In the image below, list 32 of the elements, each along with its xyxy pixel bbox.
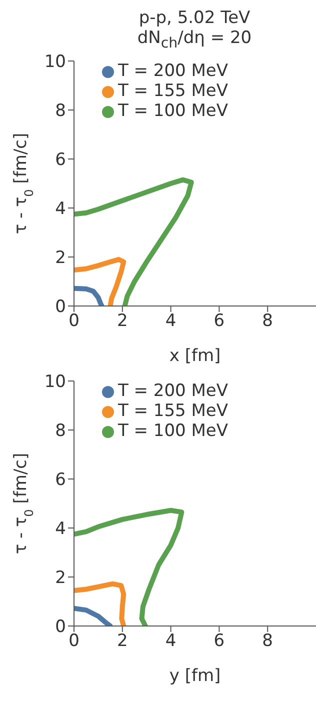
- x-tick-label: 6: [214, 311, 225, 332]
- y-tick-label: 4: [55, 519, 66, 540]
- y-tick-label: 10: [44, 372, 66, 392]
- legend-label: T = 155 MeV: [118, 81, 228, 102]
- legend-label: T = 155 MeV: [118, 401, 228, 422]
- legend-label: T = 100 MeV: [118, 421, 228, 442]
- y-tick-label: 8: [55, 101, 66, 122]
- x-tick-label: 4: [165, 311, 176, 332]
- chart-subtitle: dN$_{ch}$/dη = 20: [136, 28, 253, 52]
- y-tick-label: 2: [55, 568, 66, 588]
- x-tick-label: 2: [116, 631, 128, 652]
- y-tick-label: 4: [55, 199, 66, 220]
- x-axis-title: y [fm]: [169, 666, 221, 686]
- y-tick-label: 0: [55, 297, 66, 318]
- x-tick-label: 0: [68, 311, 80, 332]
- x-tick-label: 2: [116, 311, 128, 332]
- legend-label: T = 200 MeV: [118, 381, 228, 402]
- x-tick-label: 6: [214, 631, 225, 652]
- x-axis-title: x [fm]: [169, 346, 221, 366]
- y-tick-label: 10: [44, 52, 66, 72]
- y-tick-label: 6: [55, 150, 66, 170]
- y-tick-label: 6: [55, 470, 66, 490]
- y-tick-label: 2: [55, 248, 66, 268]
- y-tick-label: 8: [55, 421, 66, 442]
- x-tick-label: 8: [262, 631, 274, 652]
- legend-label: T = 200 MeV: [118, 61, 228, 82]
- legend-label: T = 100 MeV: [118, 101, 228, 122]
- chart-title: p-p, 5.02 TeV: [138, 8, 252, 28]
- x-tick-label: 0: [68, 631, 80, 652]
- x-tick-label: 4: [165, 631, 176, 652]
- y-tick-label: 0: [55, 617, 66, 638]
- x-tick-label: 8: [262, 311, 274, 332]
